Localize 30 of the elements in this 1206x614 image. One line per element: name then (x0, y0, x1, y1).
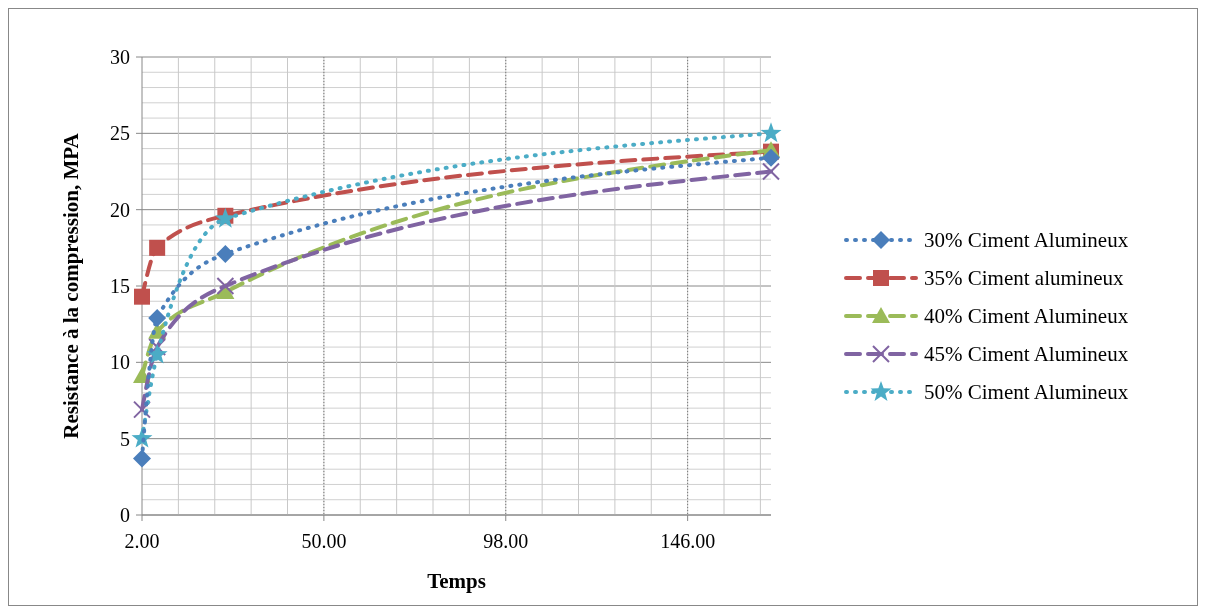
y-tick-label: 15 (110, 275, 130, 297)
x-tick-label: 2.00 (124, 530, 160, 552)
y-axis-title: Resistance à la compression, MPA (59, 132, 83, 439)
point (146, 343, 168, 364)
y-tick-label: 10 (110, 351, 130, 374)
x-tick-label: 146.00 (660, 530, 716, 552)
x-axis-title: Temps (427, 569, 486, 593)
point (216, 244, 235, 263)
point (133, 449, 151, 468)
point (762, 162, 780, 181)
legend-label: 40% Ciment Alumineux (924, 304, 1129, 329)
y-tick-label: 20 (110, 198, 130, 221)
x-tick-label: 50.00 (301, 530, 347, 552)
x-tick-label: 98.00 (483, 530, 529, 552)
point (762, 148, 780, 167)
point (148, 338, 167, 357)
point (760, 122, 782, 143)
y-tick-label: 5 (120, 427, 130, 450)
point (149, 239, 166, 256)
y-tick-label: 0 (120, 504, 130, 526)
legend-label: 30% Ciment Alumineux (924, 228, 1129, 253)
point (216, 277, 235, 295)
y-tick-label: 25 (110, 122, 130, 145)
point (133, 400, 151, 419)
legend-label: 45% Ciment Alumineux (924, 342, 1129, 367)
point (148, 309, 167, 328)
legend-label: 35% Ciment alumineux (924, 266, 1124, 291)
legend-label: 50% Ciment Alumineux (924, 380, 1129, 405)
point (134, 288, 150, 305)
y-tick-label: 30 (110, 46, 130, 68)
